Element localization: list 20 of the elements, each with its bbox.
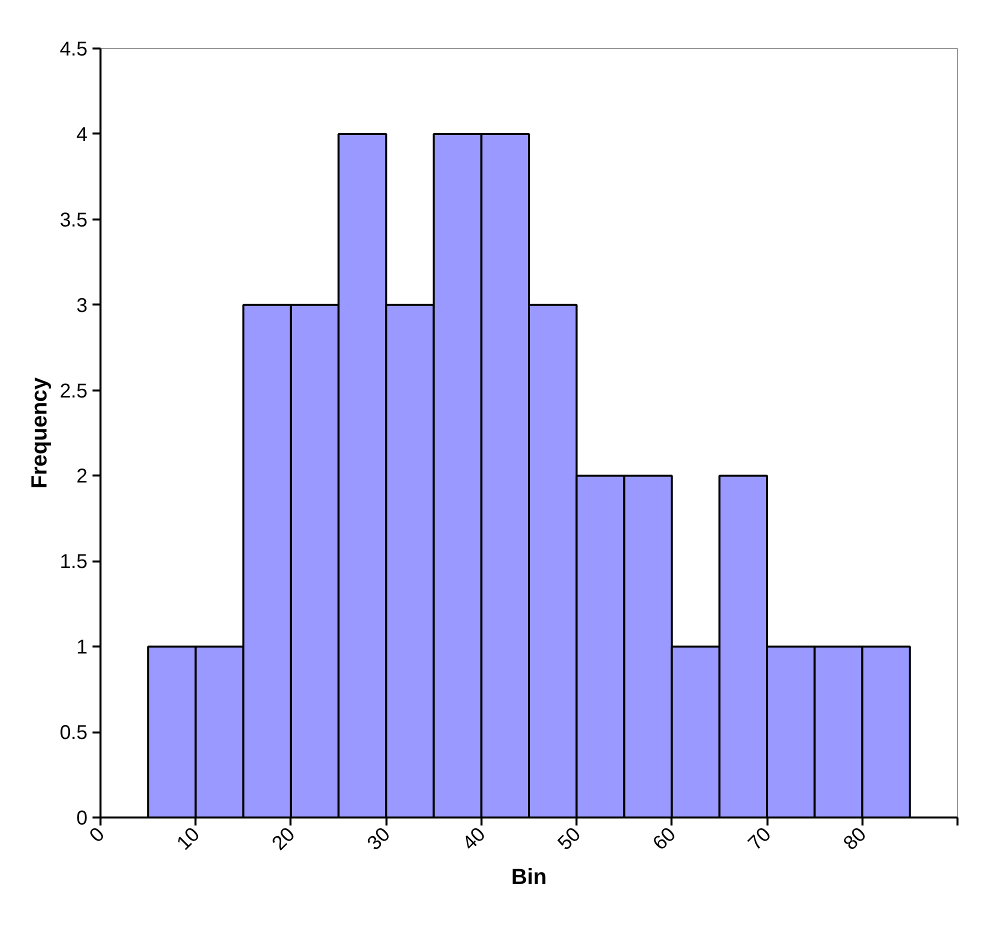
y-tick-label: 1.5 xyxy=(60,551,88,574)
x-tick-label: 50 xyxy=(554,823,586,855)
y-tick-label: 2 xyxy=(76,466,88,488)
y-tick-label: 0.5 xyxy=(60,722,88,744)
y-tick-label: 2.5 xyxy=(60,380,88,402)
y-tick-label: 3 xyxy=(76,294,88,317)
x-axis-title: Bin xyxy=(511,864,547,890)
y-tick-label: 0 xyxy=(76,808,88,830)
x-tick-label: 20 xyxy=(268,823,300,855)
y-tick-label: 4 xyxy=(76,124,88,146)
y-axis-title: Frequency xyxy=(26,376,52,489)
x-tick-label: 40 xyxy=(458,823,490,855)
y-tick-label: 1 xyxy=(76,636,88,659)
x-tick-label: 60 xyxy=(649,823,680,855)
x-tick-label: 30 xyxy=(363,823,395,855)
x-tick-label: 10 xyxy=(172,823,204,855)
x-tick-label: 80 xyxy=(839,823,871,855)
y-tick-label: 3.5 xyxy=(60,209,88,232)
y-tick-label: 4.5 xyxy=(60,38,88,60)
x-tick-label: 70 xyxy=(744,823,776,855)
